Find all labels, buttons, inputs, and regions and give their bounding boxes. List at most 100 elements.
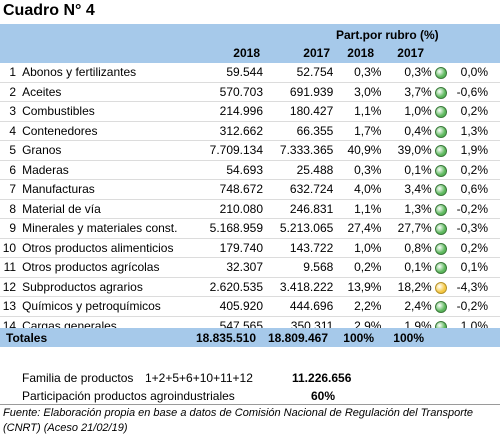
row-number: 13 [0, 296, 21, 317]
row-value-2018: 312.662 [192, 121, 264, 141]
table-row: 4 Contenedores 312.662 66.355 1,7% 0,4% 1,3% [0, 121, 500, 141]
row-variation: 0,0% [449, 63, 500, 83]
row-part-2017: 2,4% [381, 296, 432, 317]
table-row: 8 Material de vía 210.080 246.831 1,1% 1,3% -0… [0, 199, 500, 219]
status-dot-icon [434, 223, 447, 236]
col-header-part-2017: 2017 [397, 46, 424, 60]
row-part-2018: 27,4% [333, 218, 382, 239]
row-value-2018: 2.620.535 [192, 277, 264, 297]
table-row: 5 Granos 7.709.134 7.333.365 40,9% 39,0% 1,9% [0, 140, 500, 161]
row-value-2018: 59.544 [192, 63, 264, 83]
status-indicator-icon [431, 277, 450, 297]
row-part-2018: 0,2% [333, 257, 382, 278]
row-part-2017: 18,2% [381, 277, 432, 297]
source-note: Fuente: Elaboración propia en base a dat… [3, 407, 474, 434]
status-dot-icon [434, 242, 447, 255]
status-dot-icon [434, 281, 447, 294]
table-row: 3 Combustibles 214.996 180.427 1,1% 1,0% 0,2% [0, 101, 500, 122]
table-header: Part.por rubro (%) 2018 2017 2018 2017 [0, 24, 500, 63]
row-value-2018: 214.996 [192, 101, 264, 122]
status-indicator-icon [431, 296, 450, 317]
table-row: 7 Manufacturas 748.672 632.724 4,0% 3,4% 0,6% [0, 179, 500, 200]
row-variation: -0,3% [449, 218, 500, 239]
row-part-2018: 0,3% [333, 160, 382, 180]
familia-formula: 1+2+5+6+10+11+12 [145, 371, 253, 385]
row-product-name: Abonos y fertilizantes [20, 63, 193, 83]
table-row: 6 Maderas 54.693 25.488 0,3% 0,1% 0,2% [0, 160, 500, 180]
row-number: 3 [0, 101, 21, 122]
row-part-2018: 3,0% [333, 82, 382, 102]
row-value-2017: 7.333.365 [263, 140, 334, 161]
row-value-2018: 210.080 [192, 199, 264, 219]
status-dot-icon [434, 301, 447, 314]
row-number: 9 [0, 218, 21, 239]
row-part-2017: 0,3% [381, 63, 432, 83]
totals-label: Totales [6, 331, 48, 345]
table-row: 11 Otros productos agrícolas 32.307 9.568 0,… [0, 257, 500, 278]
col-header-part-2018: 2018 [347, 46, 374, 60]
row-value-2017: 5.213.065 [263, 218, 334, 239]
row-value-2017: 691.939 [263, 82, 334, 102]
participation-group-label: Part.por rubro (%) [336, 28, 439, 42]
status-indicator-icon [431, 238, 450, 258]
status-indicator-icon [431, 218, 450, 239]
status-dot-icon [434, 184, 447, 197]
totals-2017: 18.809.467 [267, 331, 328, 345]
status-indicator-icon [431, 179, 450, 200]
row-number: 4 [0, 121, 21, 141]
row-part-2018: 4,0% [333, 179, 382, 200]
participacion-label: Participación productos agroindustriales [22, 389, 235, 403]
row-part-2018: 1,0% [333, 238, 382, 258]
status-indicator-icon [431, 101, 450, 122]
row-product-name: Químicos y petroquímicos [20, 296, 193, 317]
row-variation: 0,2% [449, 101, 500, 122]
row-part-2017: 0,1% [381, 257, 432, 278]
row-part-2017: 1,3% [381, 199, 432, 219]
source-divider [0, 404, 500, 405]
row-product-name: Otros productos alimenticios [20, 238, 193, 258]
table-row: 13 Químicos y petroquímicos 405.920 444.696… [0, 296, 500, 317]
row-value-2018: 7.709.134 [192, 140, 264, 161]
row-part-2018: 0,3% [333, 63, 382, 83]
row-variation: 1,3% [449, 121, 500, 141]
totals-2018: 18.835.510 [195, 331, 256, 345]
row-number: 6 [0, 160, 21, 180]
row-number: 11 [0, 257, 21, 278]
row-number: 8 [0, 199, 21, 219]
table-row: 10 Otros productos alimenticios 179.740 143… [0, 238, 500, 258]
row-part-2017: 0,8% [381, 238, 432, 258]
status-indicator-icon [431, 257, 450, 278]
status-dot-icon [434, 145, 447, 158]
row-value-2017: 3.418.222 [263, 277, 334, 297]
row-part-2017: 0,1% [381, 160, 432, 180]
row-variation: 0,2% [449, 238, 500, 258]
row-part-2018: 1,7% [333, 121, 382, 141]
row-value-2017: 246.831 [263, 199, 334, 219]
data-table: 1 Abonos y fertilizantes 59.544 52.754 0,3% 0… [0, 63, 500, 336]
table-title: Cuadro N° 4 [3, 2, 95, 19]
row-variation: 1,9% [449, 140, 500, 161]
row-product-name: Otros productos agrícolas [20, 257, 193, 278]
row-product-name: Granos [20, 140, 193, 161]
row-variation: -0,2% [449, 296, 500, 317]
row-variation: 0,1% [449, 257, 500, 278]
row-part-2018: 40,9% [333, 140, 382, 161]
row-product-name: Combustibles [20, 101, 193, 122]
status-dot-icon [434, 67, 447, 80]
col-header-2018: 2018 [233, 46, 260, 60]
row-product-name: Maderas [20, 160, 193, 180]
row-value-2017: 143.722 [263, 238, 334, 258]
totals-part-2018: 100% [343, 331, 374, 345]
row-number: 1 [0, 63, 21, 83]
row-value-2018: 5.168.959 [192, 218, 264, 239]
table-row: 12 Subproductos agrarios 2.620.535 3.418.22… [0, 277, 500, 297]
row-product-name: Manufacturas [20, 179, 193, 200]
row-part-2018: 1,1% [333, 101, 382, 122]
row-part-2017: 39,0% [381, 140, 432, 161]
row-number: 2 [0, 82, 21, 102]
status-indicator-icon [431, 140, 450, 161]
row-number: 5 [0, 140, 21, 161]
row-variation: -0,6% [449, 82, 500, 102]
row-value-2017: 66.355 [263, 121, 334, 141]
table-row: 2 Aceites 570.703 691.939 3,0% 3,7% -0,6% [0, 82, 500, 102]
